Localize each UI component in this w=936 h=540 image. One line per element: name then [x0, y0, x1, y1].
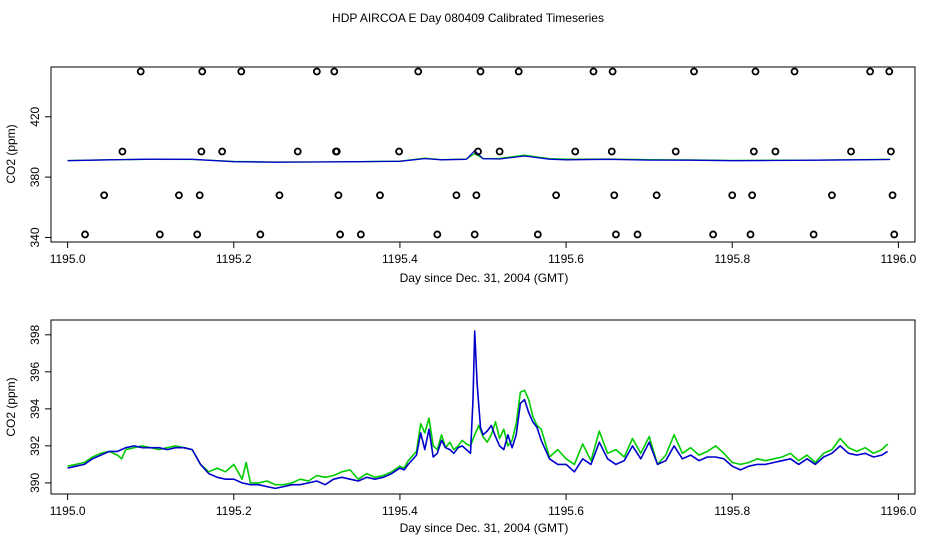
- top-data-point: [728, 191, 737, 200]
- top-data-point: [376, 191, 384, 200]
- top-y-ticks: 340 380 420: [28, 106, 51, 247]
- top-data-point: [155, 230, 164, 239]
- top-data-point: [193, 230, 202, 239]
- bottom-x-tick-label: 1195.6: [548, 504, 584, 518]
- top-data-point: [256, 230, 265, 239]
- top-data-point: [866, 67, 875, 76]
- top-data-point: [356, 230, 365, 239]
- bottom-y-tick-label: 396: [28, 361, 42, 381]
- bottom-series-line-green: [67, 389, 889, 486]
- bottom-x-ticks: 1195.0 1195.2 1195.4 1195.6 1195.8 1196.0: [50, 494, 917, 518]
- top-data-point: [888, 191, 897, 200]
- top-data-point: [470, 230, 479, 239]
- bottom-x-tick-label: 1195.4: [382, 504, 418, 518]
- top-data-point: [197, 147, 206, 156]
- top-data-point: [748, 191, 757, 200]
- top-plot-frame: [50, 66, 916, 243]
- top-data-point: [746, 230, 755, 239]
- bottom-y-tick-label: 392: [28, 436, 42, 456]
- top-data-point: [607, 147, 616, 156]
- top-data-point: [633, 230, 642, 239]
- top-data-point: [472, 191, 481, 200]
- top-x-tick-label: 1195.0: [50, 252, 86, 266]
- top-data-point: [414, 67, 423, 76]
- top-panel: 1195.0 1195.2 1195.4 1195.6 1195.8 1196.0 340…: [4, 66, 917, 285]
- top-data-point: [495, 147, 504, 156]
- top-data-point: [474, 147, 482, 156]
- top-data-point: [336, 230, 345, 239]
- bottom-x-tick-label: 1196.0: [880, 504, 916, 518]
- top-data-point: [652, 191, 661, 200]
- top-data-point: [847, 147, 855, 156]
- top-x-tick-label: 1196.0: [880, 252, 916, 266]
- top-data-point: [771, 147, 780, 156]
- bottom-x-tick-label: 1195.8: [714, 504, 750, 518]
- top-data-point: [136, 67, 145, 76]
- top-data-point: [890, 230, 899, 239]
- top-data-point: [709, 230, 718, 239]
- top-data-point: [610, 191, 619, 200]
- top-data-point: [118, 147, 127, 156]
- top-x-ticks: 1195.0 1195.2 1195.4 1195.6 1195.8 1196.0: [50, 242, 917, 266]
- top-data-point: [334, 191, 343, 200]
- top-x-axis-label: Day since Dec. 31, 2004 (GMT): [400, 271, 569, 285]
- bottom-x-tick-label: 1195.0: [50, 504, 86, 518]
- top-markers: [81, 67, 899, 239]
- top-data-point: [751, 67, 760, 76]
- bottom-y-tick-label: 390: [28, 473, 42, 493]
- top-data-point: [571, 147, 580, 156]
- top-x-tick-label: 1195.8: [714, 252, 750, 266]
- top-data-point: [275, 191, 284, 200]
- top-data-point: [195, 191, 204, 200]
- top-data-point: [312, 67, 321, 76]
- bottom-y-tick-label: 394: [28, 399, 42, 419]
- top-y-axis-label: CO2 (ppm): [4, 124, 18, 183]
- top-y-tick-label: 340: [28, 227, 42, 247]
- top-data-point: [514, 67, 523, 76]
- top-data-point: [100, 191, 109, 200]
- top-data-point: [887, 147, 895, 156]
- bottom-y-ticks: 390 392 394 396 398: [28, 324, 51, 493]
- bottom-y-axis-label: CO2 (ppm): [4, 377, 18, 436]
- top-data-point: [293, 147, 302, 156]
- top-data-point: [332, 147, 341, 156]
- top-data-point: [790, 67, 799, 76]
- top-data-point: [533, 230, 542, 239]
- top-data-point: [395, 147, 403, 156]
- top-data-point: [476, 67, 485, 76]
- top-data-point: [433, 230, 442, 239]
- top-data-point: [175, 191, 183, 200]
- top-data-point: [81, 230, 89, 239]
- top-data-point: [828, 191, 836, 200]
- top-data-point: [330, 67, 339, 76]
- top-data-point: [612, 230, 620, 239]
- top-data-point: [690, 67, 698, 76]
- top-data-point: [749, 147, 758, 156]
- top-data-point: [218, 147, 227, 156]
- top-x-tick-label: 1195.4: [382, 252, 418, 266]
- top-x-tick-label: 1195.2: [216, 252, 252, 266]
- bottom-series-line-blue: [67, 330, 889, 490]
- bottom-x-axis-label: Day since Dec. 31, 2004 (GMT): [400, 521, 569, 535]
- top-data-point: [671, 147, 680, 156]
- chart-title: HDP AIRCOA E Day 080409 Calibrated Times…: [332, 11, 604, 25]
- bottom-x-tick-label: 1195.2: [216, 504, 252, 518]
- top-data-point: [452, 191, 461, 200]
- top-data-point: [589, 67, 598, 76]
- bottom-series-lines: [67, 330, 889, 490]
- top-data-point: [809, 230, 818, 239]
- top-data-point: [237, 67, 246, 76]
- top-data-point: [608, 67, 617, 76]
- bottom-panel: 1195.0 1195.2 1195.4 1195.6 1195.8 1196.0 390…: [4, 319, 917, 535]
- bottom-y-tick-label: 398: [28, 324, 42, 344]
- top-y-tick-label: 380: [28, 167, 42, 187]
- top-y-tick-label: 420: [28, 106, 42, 126]
- bottom-plot-frame: [50, 319, 916, 495]
- top-x-tick-label: 1195.6: [548, 252, 584, 266]
- top-data-point: [885, 67, 894, 76]
- top-data-point: [198, 67, 207, 76]
- top-series-lines: [67, 150, 891, 163]
- top-data-point: [552, 191, 561, 200]
